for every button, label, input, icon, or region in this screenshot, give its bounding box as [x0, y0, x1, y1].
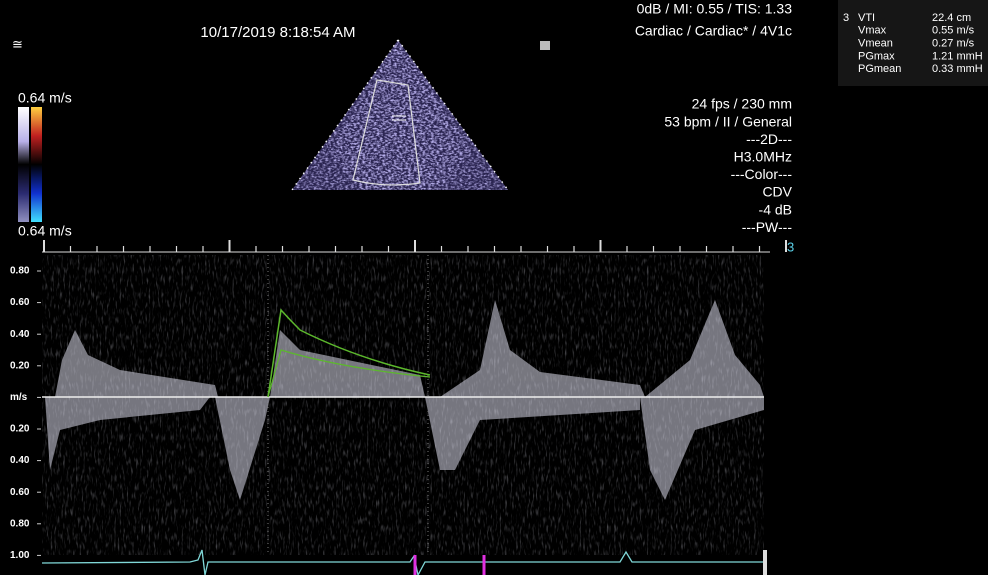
parameter: CDV [762, 184, 792, 200]
scale-label: 0.80 [10, 266, 30, 277]
scale-label: 0.80 [10, 518, 30, 529]
parameter: 53 bpm / II / General [664, 113, 792, 129]
color-bar [18, 107, 29, 222]
scale-label: 0.60 [10, 487, 30, 498]
measurement-name: Vmean [858, 38, 893, 50]
scale-label: 1.00 [10, 550, 30, 561]
measurement-value: 0.27 m/s [932, 38, 975, 50]
cursor-label: 3 [787, 239, 794, 254]
measurement-name: VTI [858, 12, 875, 24]
measurement-index: 3 [843, 12, 849, 24]
measurement-value: 0.55 m/s [932, 25, 975, 37]
scale-label: 0.40 [10, 329, 30, 340]
scale-label: 0.20 [10, 360, 30, 371]
probe-icon: ≅ [12, 36, 23, 51]
scale-label: 0.60 [10, 297, 30, 308]
parameter: ---Color--- [731, 166, 793, 182]
measurement-name: PGmax [858, 50, 895, 62]
parameter: H3.0MHz [734, 149, 792, 165]
orientation-marker [540, 41, 550, 50]
sector-image [292, 40, 508, 190]
measurement-name: Vmax [858, 25, 887, 37]
measurement-value: 22.4 cm [932, 12, 971, 24]
color-scale-top: 0.64 m/s [18, 90, 72, 106]
parameter: 24 fps / 230 mm [692, 96, 792, 112]
acoustic-output: 0dB / MI: 0.55 / TIS: 1.33 [637, 1, 793, 17]
doppler-spectrum [42, 255, 764, 555]
measurement-value: 1.21 mmH [932, 50, 983, 62]
scale-label: 0.20 [10, 424, 30, 435]
parameter: -4 dB [759, 201, 792, 217]
velocity-scale: 0.80 0.60 0.40 0.20 m/s 0.20 0.40 0.60 0.80 1.00 [10, 266, 41, 561]
preset: Cardiac / Cardiac* / 4V1c [635, 23, 792, 39]
time-ruler [42, 240, 786, 252]
color-scale-bottom: 0.64 m/s [18, 223, 72, 239]
color-bar [31, 107, 42, 222]
sweep-marker [763, 550, 767, 575]
parameter: ---PW--- [742, 219, 793, 235]
datetime: 10/17/2019 8:18:54 AM [200, 24, 355, 41]
parameter: ---2D--- [746, 131, 792, 147]
measurement-value: 0.33 mmH [932, 63, 983, 75]
measurement-name: PGmean [858, 63, 901, 75]
page: 10/17/2019 8:18:54 AM 0dB / MI: 0.55 / T… [0, 0, 988, 575]
ultrasound-screen: 10/17/2019 8:18:54 AM 0dB / MI: 0.55 / T… [0, 0, 988, 575]
scale-label: m/s [10, 392, 28, 403]
scale-label: 0.40 [10, 455, 30, 466]
